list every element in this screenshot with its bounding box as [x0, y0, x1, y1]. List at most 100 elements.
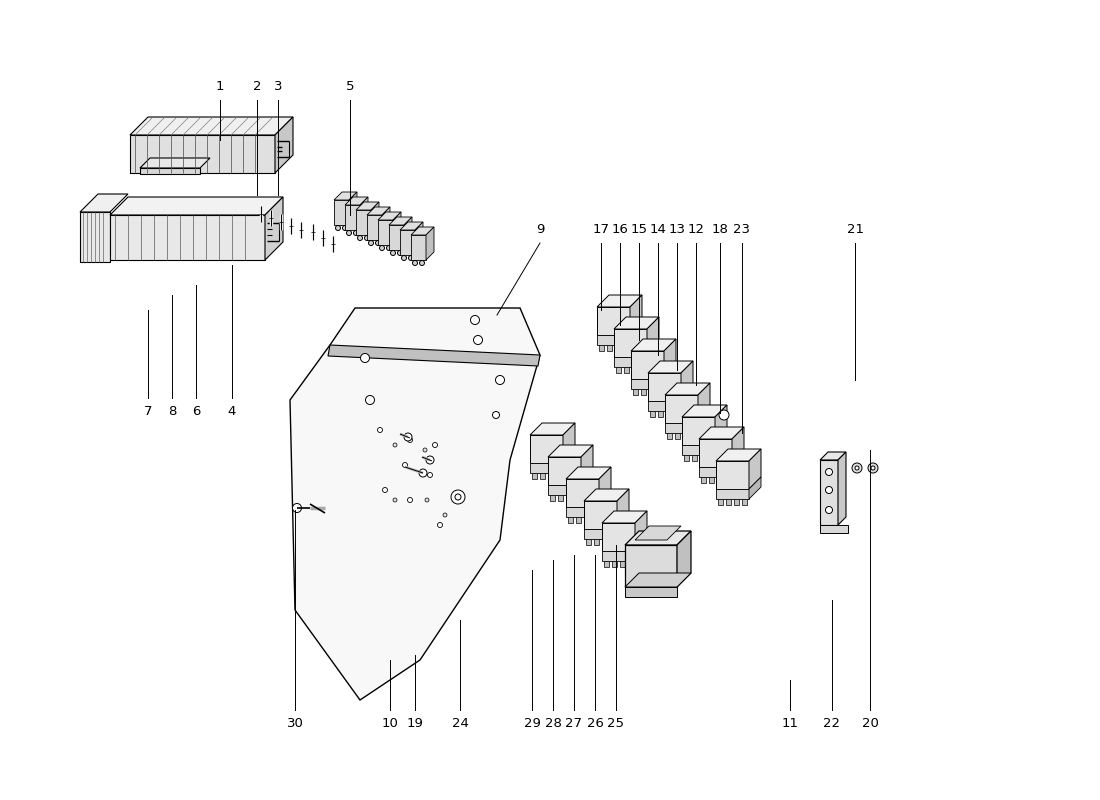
Polygon shape [426, 227, 434, 260]
Circle shape [353, 230, 359, 235]
Polygon shape [715, 405, 727, 445]
Circle shape [852, 463, 862, 473]
Text: 5: 5 [345, 80, 354, 93]
Circle shape [719, 410, 729, 420]
Polygon shape [566, 495, 571, 501]
Polygon shape [666, 383, 710, 395]
Polygon shape [400, 222, 424, 230]
Circle shape [293, 503, 301, 513]
Circle shape [361, 354, 370, 362]
Polygon shape [692, 455, 697, 461]
Polygon shape [614, 357, 647, 367]
Circle shape [397, 250, 403, 255]
Polygon shape [650, 411, 654, 417]
Polygon shape [708, 455, 713, 461]
Polygon shape [602, 539, 607, 545]
Text: 27: 27 [565, 717, 583, 730]
Polygon shape [568, 517, 573, 523]
Polygon shape [110, 215, 265, 260]
Polygon shape [666, 423, 698, 433]
Polygon shape [550, 495, 556, 501]
Polygon shape [581, 473, 593, 495]
Text: 25: 25 [607, 717, 625, 730]
Polygon shape [698, 411, 710, 433]
Polygon shape [356, 202, 380, 210]
Circle shape [825, 486, 833, 494]
Polygon shape [612, 561, 617, 567]
Polygon shape [532, 473, 537, 479]
Polygon shape [698, 439, 732, 467]
Polygon shape [140, 168, 200, 174]
Polygon shape [625, 573, 691, 587]
Circle shape [379, 246, 385, 250]
Text: 19: 19 [407, 717, 424, 730]
Polygon shape [597, 307, 630, 335]
Polygon shape [838, 452, 846, 525]
Polygon shape [682, 445, 715, 455]
Polygon shape [334, 192, 358, 200]
Polygon shape [624, 367, 629, 373]
Text: 3: 3 [274, 80, 283, 93]
Circle shape [393, 498, 397, 502]
Polygon shape [602, 551, 635, 561]
Polygon shape [614, 317, 659, 329]
Circle shape [390, 250, 396, 255]
Polygon shape [632, 389, 638, 395]
Polygon shape [581, 445, 593, 485]
Circle shape [419, 261, 425, 266]
Polygon shape [592, 517, 597, 523]
Circle shape [473, 335, 483, 345]
Text: 10: 10 [382, 717, 398, 730]
Polygon shape [584, 529, 617, 539]
Polygon shape [684, 455, 689, 461]
Polygon shape [584, 501, 617, 529]
Text: 16: 16 [612, 223, 628, 236]
Polygon shape [586, 539, 591, 545]
Polygon shape [631, 351, 664, 379]
Polygon shape [666, 395, 698, 423]
Text: 7: 7 [144, 405, 152, 418]
Text: 24: 24 [452, 717, 469, 730]
Polygon shape [604, 561, 609, 567]
Circle shape [425, 498, 429, 502]
Polygon shape [80, 194, 128, 212]
Polygon shape [80, 212, 110, 262]
Polygon shape [631, 339, 676, 351]
Polygon shape [548, 445, 593, 457]
Polygon shape [110, 197, 283, 215]
Text: 13: 13 [669, 223, 685, 236]
Polygon shape [715, 433, 727, 455]
Polygon shape [411, 235, 426, 260]
Circle shape [493, 411, 499, 418]
Polygon shape [726, 499, 732, 505]
Polygon shape [641, 389, 646, 395]
Polygon shape [635, 526, 681, 540]
Polygon shape [717, 477, 722, 483]
Circle shape [455, 494, 461, 500]
Polygon shape [630, 323, 642, 345]
Polygon shape [732, 427, 744, 467]
Polygon shape [640, 367, 645, 373]
Text: 11: 11 [781, 717, 799, 730]
Polygon shape [345, 197, 368, 205]
Polygon shape [698, 427, 744, 439]
Polygon shape [393, 212, 402, 245]
Circle shape [871, 466, 874, 470]
Circle shape [868, 463, 878, 473]
Polygon shape [349, 192, 358, 225]
Polygon shape [630, 295, 642, 335]
Text: 9: 9 [536, 223, 544, 236]
Circle shape [426, 456, 434, 464]
Polygon shape [597, 335, 630, 345]
Polygon shape [576, 517, 581, 523]
Polygon shape [666, 411, 671, 417]
Polygon shape [600, 495, 610, 517]
Polygon shape [563, 451, 575, 473]
Polygon shape [664, 367, 676, 389]
Polygon shape [700, 455, 705, 461]
Circle shape [393, 443, 397, 447]
Polygon shape [140, 158, 210, 168]
Polygon shape [540, 473, 544, 479]
Polygon shape [584, 517, 588, 523]
Polygon shape [625, 531, 691, 545]
